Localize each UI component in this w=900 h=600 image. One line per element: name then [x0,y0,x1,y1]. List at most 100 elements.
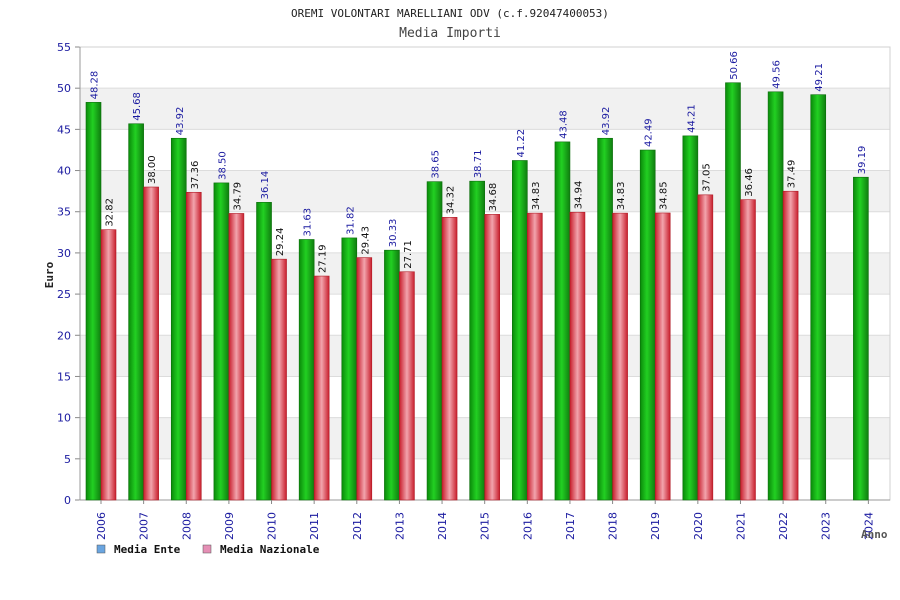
bar-media-nazionale-2015 [484,214,500,501]
x-tick-label-2013: 2013 [393,512,406,540]
legend-label-media-nazionale: Media Nazionale [220,543,320,556]
y-tick-label: 10 [57,412,71,425]
bar-value-labels: 48.28 32.82 45.68 38.00 43.92 37.36 38.50 34.79… [90,51,868,273]
data-label-media-ente-2013: 30.33 [388,219,399,248]
data-label-media-nazionale-2022: 37.49 [787,160,798,189]
data-label-media-nazionale-2014: 34.32 [446,186,457,215]
data-label-media-nazionale-2021: 36.46 [744,168,755,197]
bar-media-nazionale-2013 [399,271,415,501]
bar-media-nazionale-2012 [356,257,373,501]
data-label-media-ente-2009: 38.50 [217,151,228,180]
bar-media-ente-2007 [128,123,144,501]
x-tick-label-2009: 2009 [223,512,236,540]
data-label-media-ente-2022: 49.56 [772,60,783,89]
bar-media-ente-2015 [469,180,485,501]
bar-media-nazionale-2019 [654,212,671,501]
bar-media-nazionale-2016 [527,212,543,501]
x-tick-labels: 2006 2007 2008 2009 2010 2011 2012 2013 2014 2015… [95,500,875,540]
y-tick-label: 25 [57,288,71,301]
x-tick-label-2020: 2020 [692,512,705,540]
legend-swatch-media-ente [96,544,106,554]
legend-swatch-media-nazionale [202,544,212,554]
data-label-media-ente-2017: 43.48 [558,110,569,139]
data-label-media-nazionale-2012: 29.43 [360,226,371,255]
bar-media-nazionale-2018 [612,212,628,501]
bar-media-ente-2006 [85,102,102,501]
bar-media-ente-2017 [554,141,571,501]
y-tick-label: 55 [57,41,71,54]
bar-media-ente-2009 [213,182,230,501]
data-label-media-nazionale-2018: 34.83 [616,181,627,210]
bar-media-nazionale-2007 [143,186,159,501]
data-label-media-ente-2006: 48.28 [90,71,101,100]
data-label-media-ente-2024: 39.19 [857,146,868,175]
bar-media-nazionale-2020 [697,194,714,501]
data-label-media-ente-2020: 44.21 [686,104,697,133]
bar-media-ente-2018 [597,137,613,501]
x-tick-label-2021: 2021 [734,512,747,540]
bar-media-nazionale-2009 [228,213,245,501]
data-label-media-nazionale-2007: 38.00 [147,155,158,184]
bar-media-ente-2008 [170,137,187,501]
bar-media-ente-2014 [426,181,443,501]
bar-media-ente-2024 [853,176,869,501]
bar-media-nazionale-2014 [441,217,458,501]
x-axis-label: Anno [861,528,888,541]
data-label-media-nazionale-2016: 34.83 [531,181,542,210]
x-tick-label-2012: 2012 [351,512,364,540]
y-tick-label: 50 [57,82,71,95]
data-label-media-ente-2016: 41.22 [516,129,527,158]
y-tick-label: 5 [64,453,71,466]
legend: Media Ente Media Nazionale [96,543,320,556]
data-label-media-nazionale-2017: 34.94 [573,181,584,210]
x-tick-label-2010: 2010 [266,512,279,540]
data-label-media-nazionale-2010: 29.24 [275,228,286,257]
y-tick-label: 0 [64,494,71,507]
data-label-media-ente-2010: 36.14 [260,171,271,200]
x-tick-label-2011: 2011 [308,512,321,540]
y-tick-label: 35 [57,206,71,219]
x-tick-label-2007: 2007 [138,512,151,540]
y-tick-label: 15 [57,370,71,383]
x-tick-label-2019: 2019 [649,512,662,540]
y-axis-label: Euro [43,261,56,288]
bar-media-nazionale-2022 [782,190,799,501]
bar-media-nazionale-2017 [569,211,586,501]
grid-band [80,88,890,130]
x-tick-label-2016: 2016 [521,512,534,540]
x-tick-label-2018: 2018 [607,512,620,540]
bar-media-nazionale-2010 [271,258,287,501]
x-tick-label-2006: 2006 [95,512,108,540]
chart-subtitle: Media Importi [399,26,501,41]
x-tick-label-2022: 2022 [777,512,790,540]
x-tick-label-2017: 2017 [564,512,577,540]
x-tick-label-2023: 2023 [820,512,833,540]
bar-media-ente-2012 [341,237,358,501]
data-label-media-nazionale-2006: 32.82 [105,198,116,227]
data-label-media-nazionale-2019: 34.85 [659,181,670,210]
x-tick-label-2014: 2014 [436,512,449,540]
data-label-media-nazionale-2020: 37.05 [701,163,712,192]
data-label-media-nazionale-2009: 34.79 [232,182,243,211]
bar-media-nazionale-2008 [185,191,202,501]
data-label-media-ente-2008: 43.92 [175,107,186,136]
y-tick-label: 45 [57,123,71,136]
data-label-media-ente-2018: 43.92 [601,107,612,136]
grid-band [80,47,890,89]
bar-media-ente-2010 [256,202,272,501]
bar-media-ente-2013 [384,249,400,501]
data-label-media-ente-2011: 31.63 [303,208,314,237]
data-label-media-ente-2021: 50.66 [729,51,740,80]
bars [85,82,869,501]
data-label-media-nazionale-2013: 27.71 [403,240,414,269]
y-tick-label: 20 [57,329,71,342]
data-label-media-nazionale-2015: 34.68 [488,183,499,212]
chart-title: OREMI VOLONTARI MARELLIANI ODV (c.f.9204… [291,7,609,20]
bar-media-ente-2021 [725,82,741,501]
data-label-media-ente-2014: 38.65 [431,150,442,179]
bar-media-ente-2011 [298,239,315,501]
legend-label-media-ente: Media Ente [114,543,181,556]
data-label-media-ente-2015: 38.71 [473,150,484,179]
x-tick-label-2024: 2024 [862,512,875,540]
